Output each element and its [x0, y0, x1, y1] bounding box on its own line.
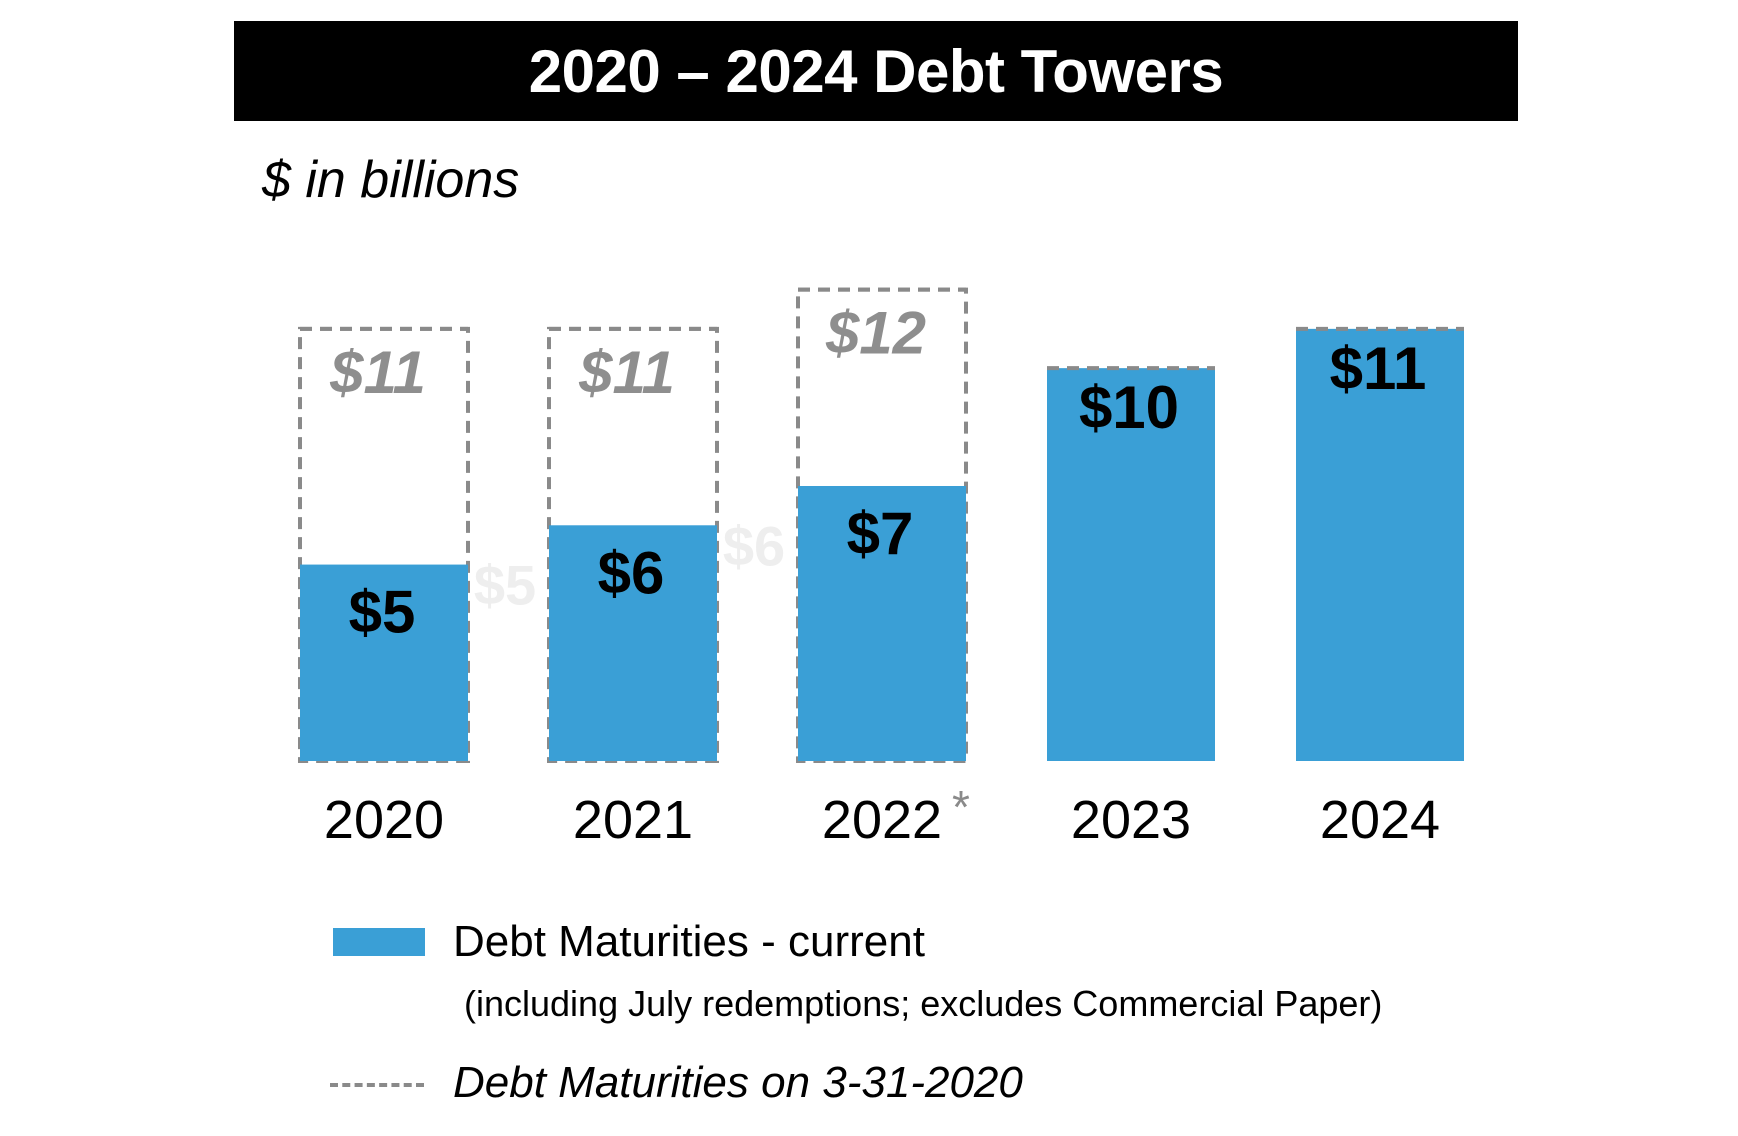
- previous-value-label-2022: $12: [825, 300, 926, 367]
- current-value-label-2022: $7: [847, 500, 914, 567]
- x-tick-label-2022: 2022: [822, 790, 942, 850]
- current-value-label-2020: $5: [349, 579, 416, 646]
- current-bar-2023: [1047, 368, 1215, 761]
- legend-swatch-current: [333, 928, 425, 956]
- chart-title-bar: 2020 – 2024 Debt Towers: [234, 21, 1518, 121]
- legend-note: (including July redemptions; excludes Co…: [464, 983, 1383, 1024]
- x-tick-label-2021: 2021: [573, 790, 693, 850]
- current-bar-2020: [300, 564, 468, 761]
- x-tick-mark-2022: *: [952, 781, 970, 833]
- current-bar-2024: [1296, 328, 1464, 761]
- legend-swatch-previous: [330, 1083, 424, 1087]
- x-tick-label-2023: 2023: [1071, 790, 1191, 850]
- previous-value-label-2021: $11: [578, 339, 675, 406]
- current-bar-2022: [798, 486, 966, 761]
- legend-label-previous: Debt Maturities on 3-31-2020: [453, 1058, 1023, 1107]
- ghost-label-6: $6: [723, 514, 785, 577]
- current-value-label-2023: $10: [1079, 374, 1179, 441]
- previous-value-label-2020: $11: [329, 339, 426, 406]
- legend-label-current: Debt Maturities - current: [453, 917, 925, 966]
- x-tick-label-2024: 2024: [1320, 790, 1440, 850]
- x-tick-label-2020: 2020: [324, 790, 444, 850]
- ghost-label-5: $5: [474, 554, 536, 617]
- current-value-label-2024: $11: [1330, 335, 1427, 402]
- current-bar-2021: [549, 525, 717, 761]
- current-value-label-2021: $6: [598, 539, 665, 606]
- chart-subtitle: $ in billions: [262, 151, 520, 209]
- chart-title: 2020 – 2024 Debt Towers: [528, 37, 1224, 105]
